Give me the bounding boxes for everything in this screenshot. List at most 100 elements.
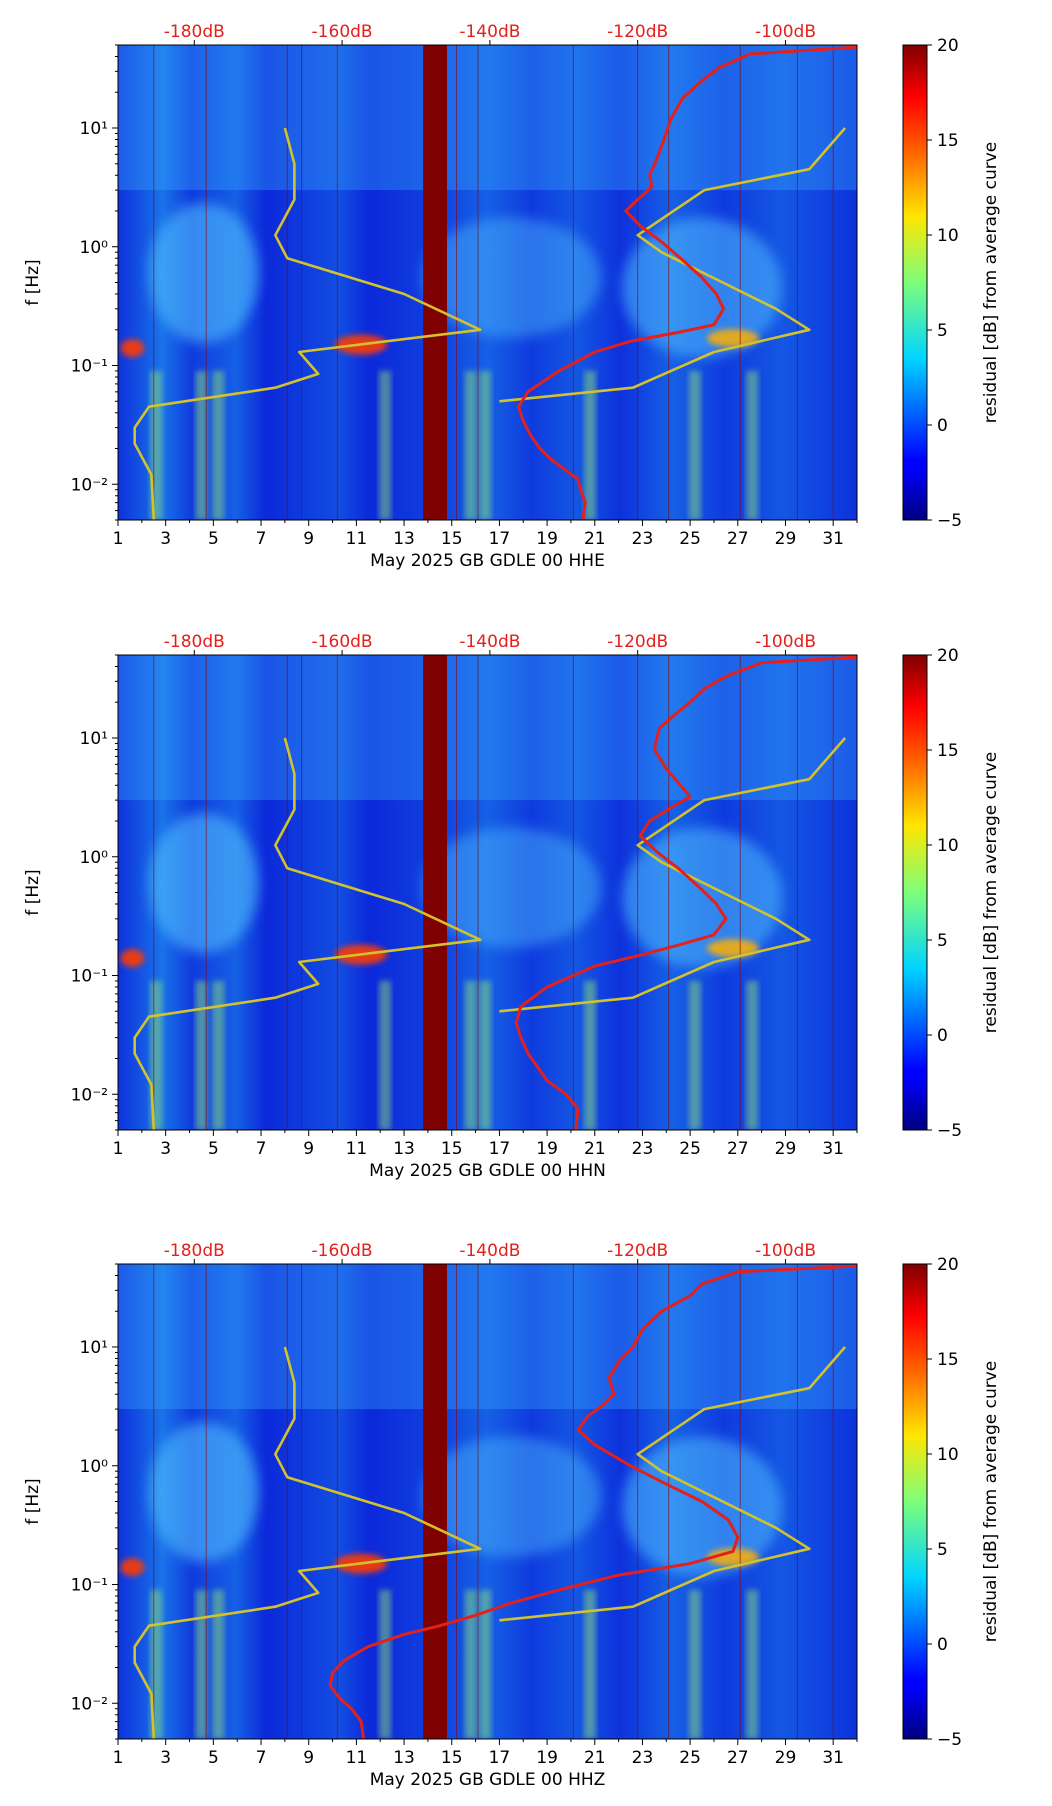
colorbar-label: residual [dB] from average curve [981,142,1001,423]
x-tick-label: 21 [584,1748,606,1768]
x-tick-label: 1 [113,529,124,549]
x-tick-label: 3 [160,1748,171,1768]
heatmap-lf-band [150,1589,163,1739]
x-tick-label: 17 [489,1139,511,1159]
x-tick-label: 7 [256,529,267,549]
noise-model-curve [499,737,847,1013]
db-tick-label: -140dB [459,632,520,652]
heatmap-lf-band [150,980,163,1130]
x-tick-label: 7 [256,1139,267,1159]
plot-area [118,45,857,520]
x-tick-label: 5 [208,1748,219,1768]
colorbar-tick-label: 0 [937,1635,948,1655]
x-tick-label: 11 [346,1748,368,1768]
colorbar-tick-label: 5 [937,931,948,951]
data-gap-column [423,45,447,520]
plot-area [118,655,857,1130]
y-tick-label: 10⁰ [80,238,109,258]
colorbar [902,654,928,1131]
db-tick-label: -180dB [164,22,225,42]
heatmap-lf-band [212,370,225,520]
x-tick-label: 13 [393,1748,415,1768]
y-tick-label: 10⁰ [80,848,109,868]
x-tick-label: 17 [489,529,511,549]
y-tick-label: 10⁻¹ [71,967,108,987]
heatmap-hotspot [120,339,145,358]
heatmap-hotspot [707,329,760,348]
db-tick-label: -120dB [607,1241,668,1261]
colorbar-tick-label: 5 [937,321,948,341]
x-tick-label: 15 [441,1139,463,1159]
noise-model-curve [133,737,482,1130]
colorbar-tick-label: 15 [937,741,959,761]
x-tick-label: 15 [441,1748,463,1768]
heatmap-lf-band [746,980,759,1130]
heatmap-lf-band [479,980,492,1130]
x-tick-label: 27 [727,1139,749,1159]
heatmap-lf-band [195,1589,208,1739]
y-axis-label: f [Hz] [23,259,43,305]
colorbar-tick-label: −5 [937,1730,962,1750]
heatmap-lf-band [195,980,208,1130]
heatmap-lf-band [584,1589,597,1739]
x-tick-label: 25 [679,529,701,549]
colorbar-label: residual [dB] from average curve [981,1361,1001,1642]
x-tick-label: 19 [536,1748,558,1768]
heatmap-blob [421,1436,602,1557]
colorbar-tick-label: 10 [937,1445,959,1465]
x-tick-label: 17 [489,1748,511,1768]
data-gap-column [423,1264,447,1739]
heatmap-lf-band [464,1589,477,1739]
y-tick-label: 10⁻² [71,1085,108,1105]
noise-model-curve [133,1346,482,1739]
noise-psd-curve [517,45,857,520]
y-tick-label: 10⁻¹ [71,357,108,377]
x-tick-label: 9 [303,529,314,549]
heatmap-hotspot [120,949,145,968]
x-axis-label: May 2025 GB GDLE 00 HHZ [370,1770,606,1790]
x-tick-label: 3 [160,1139,171,1159]
heatmap-blob [421,827,602,948]
heatmap-lf-band [746,1589,759,1739]
noise-psd-curve [328,1264,857,1739]
colorbar-tick-label: 15 [937,1350,959,1370]
noise-model-curve [133,127,482,520]
x-tick-label: 31 [822,529,844,549]
noise-model-curve [499,1346,847,1622]
y-tick-label: 10⁻² [71,475,108,495]
x-tick-label: 29 [775,1139,797,1159]
heatmap-lf-band [464,980,477,1130]
heatmap-lf-band [150,370,163,520]
colorbar-tick-label: 20 [937,1255,959,1275]
x-tick-label: 7 [256,1748,267,1768]
db-tick-label: -180dB [164,632,225,652]
colorbar-tick-label: 20 [937,646,959,666]
db-tick-label: -140dB [459,22,520,42]
heatmap-blob [148,203,259,344]
heatmap-blob [421,217,602,338]
x-tick-label: 11 [346,529,368,549]
colorbar-tick-label: 10 [937,226,959,246]
x-tick-label: 13 [393,1139,415,1159]
x-tick-label: 15 [441,529,463,549]
y-tick-label: 10⁰ [80,1457,109,1477]
db-tick-label: -140dB [459,1241,520,1261]
x-tick-label: 13 [393,529,415,549]
y-tick-label: 10⁻¹ [71,1576,108,1596]
heatmap-blob [148,813,259,954]
noise-model-curve [499,127,847,403]
noise-psd-curve [514,655,857,1130]
heatmap-hotspot [120,1558,145,1577]
colorbar [902,44,928,521]
heatmap-lf-band [479,1589,492,1739]
x-tick-label: 9 [303,1139,314,1159]
heatmap-lf-band [688,980,701,1130]
heatmap-hotspot [707,939,760,958]
heatmap-lf-band [479,370,492,520]
heatmap-hf-band [118,45,857,191]
data-gap-column [423,655,447,1130]
